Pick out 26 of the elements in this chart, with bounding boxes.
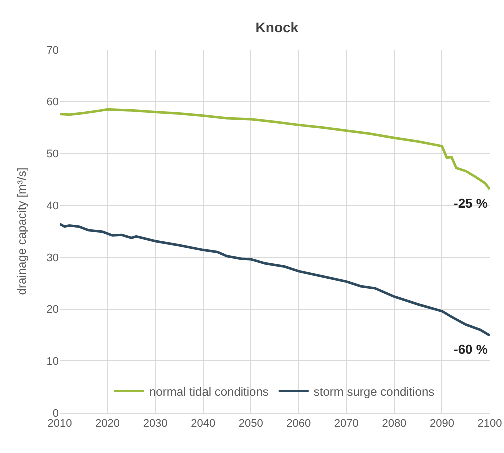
annotation: -60 % xyxy=(454,342,488,357)
x-tick-label: 2040 xyxy=(191,418,216,430)
y-tick-label: 0 xyxy=(52,408,59,420)
x-tick-label: 2080 xyxy=(382,418,407,430)
y-tick-label: 20 xyxy=(46,304,59,316)
y-tick-label: 10 xyxy=(46,356,59,368)
y-tick-label: 70 xyxy=(46,44,59,57)
x-tick-label: 2010 xyxy=(48,418,72,430)
y-axis-title: drainage capacity [m³/s] xyxy=(15,168,29,296)
x-tick-label: 2100 xyxy=(478,418,502,430)
line-series xyxy=(60,108,490,191)
x-tick-label: 2030 xyxy=(143,418,168,430)
x-tick-label: 2060 xyxy=(286,418,312,430)
legend-label: normal tidal conditions xyxy=(150,384,269,399)
legend-label: storm surge conditions xyxy=(314,384,435,399)
y-tick-label: 60 xyxy=(46,96,59,109)
x-tick-label: 2090 xyxy=(430,418,454,430)
y-tick-label: 40 xyxy=(46,200,59,212)
line-series xyxy=(60,222,490,337)
chart-title: Knock xyxy=(256,19,299,36)
y-tick-label: 50 xyxy=(46,148,59,161)
x-tick-label: 2070 xyxy=(334,418,359,430)
x-tick-label: 2020 xyxy=(96,418,120,430)
y-tick-label: 30 xyxy=(46,252,59,264)
x-tick-label: 2050 xyxy=(238,418,264,430)
annotation: -25 % xyxy=(454,196,488,211)
